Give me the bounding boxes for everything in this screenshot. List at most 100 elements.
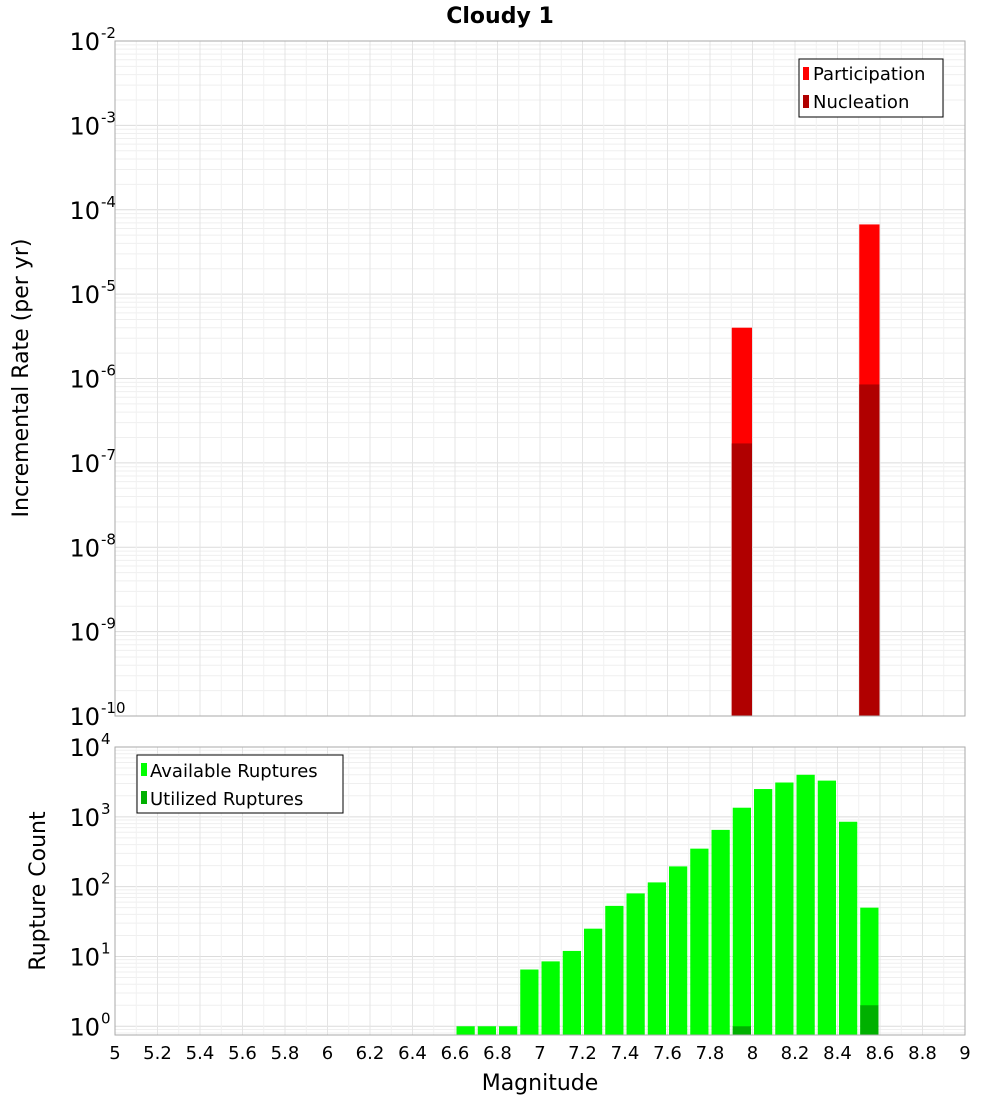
bar-utilized-ruptures <box>860 1005 879 1035</box>
y-tick-exponent: 4 <box>101 730 111 748</box>
y-tick-label: 10 <box>69 450 100 478</box>
bar-available-ruptures <box>754 789 773 1035</box>
x-tick-label: 8.2 <box>781 1043 810 1064</box>
y-tick-exponent: -7 <box>101 446 116 464</box>
y-tick-exponent: -3 <box>101 108 116 126</box>
bottom-bars <box>456 774 879 1035</box>
top-plot-border <box>114 40 966 717</box>
y-tick-exponent: -10 <box>101 699 126 717</box>
legend-label-participation: Participation <box>813 64 925 85</box>
y-tick-exponent: 3 <box>101 800 111 818</box>
y-tick-label: 10 <box>69 734 100 762</box>
top-y-axis-label: Incremental Rate (per yr) <box>9 239 34 518</box>
y-tick-label: 10 <box>69 281 100 309</box>
top-legend: Participation Nucleation <box>798 58 944 118</box>
bar-available-ruptures <box>647 882 666 1035</box>
bar-available-ruptures <box>839 821 858 1035</box>
bar-available-ruptures <box>796 774 815 1035</box>
bar-available-ruptures <box>817 780 836 1035</box>
x-tick-label: 5 <box>109 1043 120 1064</box>
y-tick-label: 10 <box>69 534 100 562</box>
x-tick-label: 7.2 <box>568 1043 597 1064</box>
y-tick-label: 10 <box>69 112 100 140</box>
bar-available-ruptures <box>775 782 794 1035</box>
x-tick-label: 5.8 <box>271 1043 300 1064</box>
y-tick-label: 10 <box>69 1013 100 1041</box>
bar-available-ruptures <box>732 807 751 1035</box>
y-tick-label: 10 <box>69 197 100 225</box>
x-tick-label: 8 <box>747 1043 758 1064</box>
chart-title: Cloudy 1 <box>446 4 554 29</box>
bottom-y-axis-label: Rupture Count <box>26 811 51 971</box>
bar-available-ruptures <box>605 905 624 1035</box>
legend-label-available-ruptures: Available Ruptures <box>150 761 318 782</box>
bar-available-ruptures <box>626 893 645 1035</box>
y-tick-exponent: -6 <box>101 362 116 380</box>
x-tick-label: 5.6 <box>228 1043 257 1064</box>
y-tick-label: 10 <box>69 804 100 832</box>
legend-swatch-utilized-ruptures <box>141 791 147 804</box>
legend-swatch-available-ruptures <box>141 763 147 776</box>
top-grid <box>114 40 966 717</box>
bar-available-ruptures <box>860 907 879 1035</box>
x-tick-label: 7 <box>534 1043 545 1064</box>
bar-nucleation <box>859 384 880 716</box>
x-tick-label: 8.6 <box>866 1043 895 1064</box>
x-tick-label: 6.4 <box>398 1043 427 1064</box>
x-tick-label: 5.2 <box>143 1043 172 1064</box>
y-tick-label: 10 <box>69 28 100 56</box>
x-tick-label: 7.4 <box>611 1043 640 1064</box>
bar-available-ruptures <box>477 1026 496 1035</box>
x-axis-label: Magnitude <box>482 1071 599 1096</box>
x-tick-label: 6.6 <box>441 1043 470 1064</box>
x-tick-label: 6 <box>322 1043 333 1064</box>
x-tick-label: 7.6 <box>653 1043 682 1064</box>
x-tick-label: 9 <box>959 1043 970 1064</box>
bar-available-ruptures <box>711 829 730 1035</box>
legend-label-nucleation: Nucleation <box>813 92 909 113</box>
bar-available-ruptures <box>456 1026 475 1035</box>
x-tick-label: 7.8 <box>696 1043 725 1064</box>
bar-available-ruptures <box>499 1026 518 1035</box>
bar-available-ruptures <box>669 866 688 1035</box>
y-tick-exponent: -8 <box>101 530 116 548</box>
bar-available-ruptures <box>584 928 603 1035</box>
bar-utilized-ruptures <box>732 1026 751 1035</box>
x-tick-label: 6.2 <box>356 1043 385 1064</box>
top-bars <box>731 224 880 717</box>
y-tick-label: 10 <box>69 619 100 647</box>
legend-swatch-participation <box>803 67 809 80</box>
x-tick-label: 5.4 <box>186 1043 215 1064</box>
bar-nucleation <box>731 443 752 716</box>
legend-label-utilized-ruptures: Utilized Ruptures <box>150 789 303 810</box>
x-tick-labels: 5 5.2 5.4 5.6 5.8 6 6.2 6.4 6.6 6.8 7 7.2 7.4 7.6 7.8 8… <box>109 1043 970 1064</box>
bar-available-ruptures <box>562 950 581 1035</box>
y-tick-exponent: 2 <box>101 870 111 888</box>
y-tick-exponent: -5 <box>101 277 116 295</box>
y-tick-exponent: -4 <box>101 193 116 211</box>
top-legend-box <box>798 58 944 118</box>
y-tick-exponent: 1 <box>101 939 111 957</box>
y-tick-label: 10 <box>69 943 100 971</box>
y-tick-label: 10 <box>69 366 100 394</box>
y-tick-exponent: 0 <box>101 1009 111 1027</box>
bar-available-ruptures <box>520 969 539 1035</box>
bar-available-ruptures <box>690 848 709 1035</box>
bottom-legend: Available Ruptures Utilized Ruptures <box>136 754 344 814</box>
x-tick-label: 8.8 <box>908 1043 937 1064</box>
y-tick-exponent: -2 <box>101 24 116 42</box>
bar-available-ruptures <box>541 961 560 1035</box>
x-tick-label: 8.4 <box>823 1043 852 1064</box>
y-tick-label: 10 <box>69 874 100 902</box>
y-tick-label: 10 <box>69 703 100 731</box>
legend-swatch-nucleation <box>803 95 809 108</box>
bottom-plot-border <box>114 746 966 1036</box>
x-tick-label: 6.8 <box>483 1043 512 1064</box>
y-tick-exponent: -9 <box>101 615 116 633</box>
bottom-legend-box <box>136 754 344 814</box>
